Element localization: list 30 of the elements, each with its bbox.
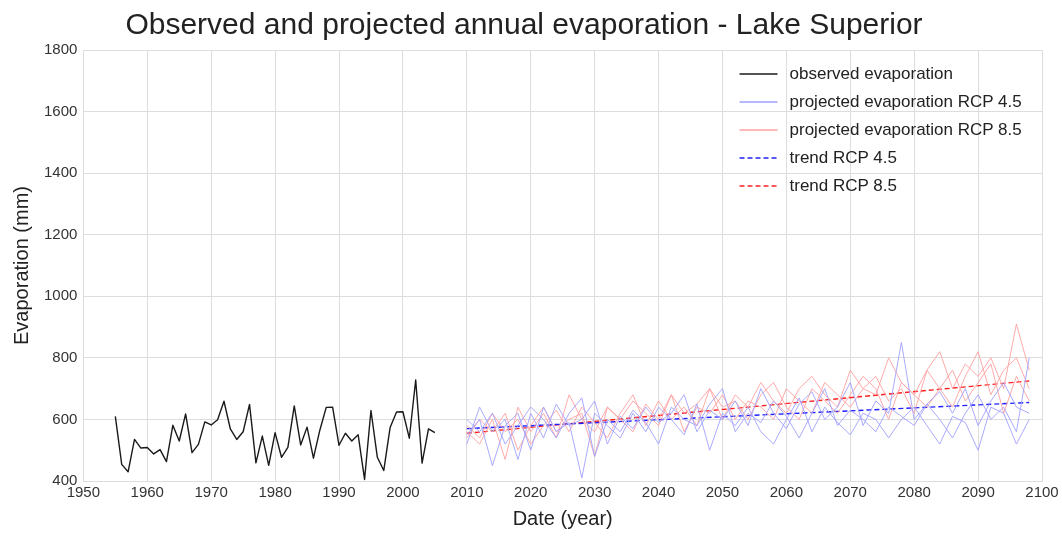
x-axis-title: Date (year) bbox=[512, 506, 613, 529]
legend-label: projected evaporation RCP 8.5 bbox=[789, 119, 1022, 139]
chart-title: Observed and projected annual evaporation - Lake Superior bbox=[125, 7, 923, 41]
legend-label: observed evaporation bbox=[789, 63, 954, 83]
x-tick-label: 2060 bbox=[769, 483, 804, 501]
y-tick-label: 600 bbox=[52, 409, 78, 427]
legend-label: projected evaporation RCP 4.5 bbox=[789, 91, 1022, 111]
x-tick-label: 1970 bbox=[194, 483, 228, 501]
x-tick-label: 2050 bbox=[705, 483, 740, 501]
x-tick-label: 2000 bbox=[386, 483, 420, 501]
x-tick-label: 1980 bbox=[258, 483, 292, 501]
x-tick-label: 2080 bbox=[897, 483, 931, 501]
y-tick-label: 1200 bbox=[43, 224, 78, 242]
legend-label: trend RCP 8.5 bbox=[789, 175, 897, 195]
x-tick-label: 2030 bbox=[577, 483, 612, 501]
y-tick-label: 1600 bbox=[43, 101, 78, 119]
x-tick-label: 1990 bbox=[322, 483, 356, 501]
x-tick-label: 2020 bbox=[514, 483, 548, 501]
x-tick-label: 2090 bbox=[961, 483, 995, 501]
y-tick-label: 1000 bbox=[43, 286, 78, 304]
y-axis-title: Evaporation (mm) bbox=[9, 186, 32, 345]
x-tick-label: 2040 bbox=[641, 483, 676, 501]
x-tick-label: 2100 bbox=[1025, 483, 1059, 501]
y-tick-label: 1400 bbox=[43, 163, 78, 181]
x-tick-label: 2070 bbox=[833, 483, 867, 501]
x-tick-label: 2010 bbox=[450, 483, 484, 501]
y-tick-label: 1800 bbox=[43, 40, 78, 58]
x-tick-label: 1960 bbox=[130, 483, 164, 501]
legend-label: trend RCP 4.5 bbox=[789, 147, 897, 167]
y-tick-label: 800 bbox=[52, 348, 78, 365]
